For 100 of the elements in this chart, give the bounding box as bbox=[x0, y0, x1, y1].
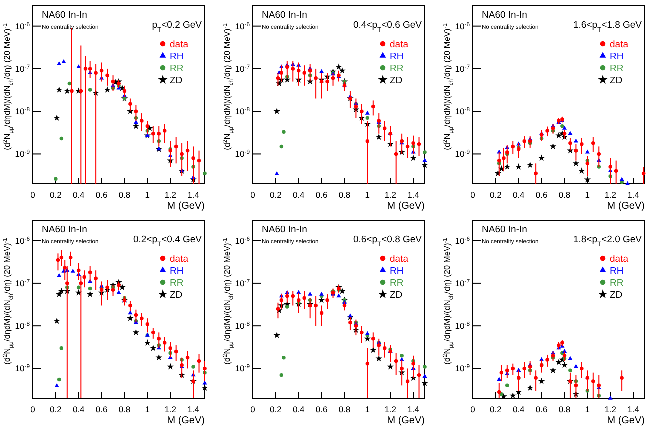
x-tick-label: 0 bbox=[250, 404, 256, 415]
y-tick-label: 10$^{-9}$ bbox=[15, 149, 31, 160]
x-tick-label: 0.8 bbox=[338, 404, 351, 415]
y-tick-label: 10$^{-6}$ bbox=[15, 236, 31, 246]
x-tick-label: 0.2 bbox=[50, 190, 62, 200]
x-tick-label: 0.8 bbox=[338, 190, 351, 200]
x-tick-label: 1.4 bbox=[188, 404, 200, 415]
x-tick-label: 1 bbox=[585, 190, 590, 200]
x-tick-label: 0 bbox=[250, 190, 256, 200]
legend-label: ZD bbox=[610, 290, 623, 301]
x-tick-label: 1.2 bbox=[164, 190, 177, 200]
text: NA60 In-In bbox=[42, 224, 88, 236]
y-tick-label: 10$^{-6}$ bbox=[15, 21, 31, 32]
x-tick-label: 1 bbox=[145, 190, 150, 200]
x-tick-label: 0.2 bbox=[270, 190, 282, 200]
x-tick-label: 1.4 bbox=[408, 404, 420, 415]
y-tick-label: 10$^{-7}$ bbox=[455, 64, 470, 74]
y-tick-label: 10$^{-6}$ bbox=[235, 21, 251, 32]
x-tick-label: 1.4 bbox=[188, 190, 200, 200]
annotation: 0.6<p$_{T}$<0.8 GeV bbox=[353, 234, 423, 248]
legend-label: ZD bbox=[170, 290, 183, 301]
x-tick-label: 1.4 bbox=[628, 404, 640, 415]
legend-label: RR bbox=[610, 278, 624, 289]
x-tick-label: 0.2 bbox=[490, 190, 502, 200]
y-tick-label: 10$^{-6}$ bbox=[455, 236, 471, 246]
x-tick-label: 0.2 bbox=[270, 404, 282, 415]
x-tick-label: 0 bbox=[470, 404, 476, 415]
x-tick-label: 0.4 bbox=[512, 190, 526, 200]
x-tick-label: 0.8 bbox=[118, 190, 131, 200]
x-tick-label: 1.2 bbox=[164, 404, 177, 415]
x-tick-label: 0.2 bbox=[490, 404, 502, 415]
x-tick-label: 0.2 bbox=[50, 404, 62, 415]
legend-label: RR bbox=[610, 64, 624, 74]
y-tick-label: 10$^{-6}$ bbox=[455, 21, 471, 32]
x-tick-label: 0.6 bbox=[96, 190, 108, 200]
x-tick-label: 0.6 bbox=[536, 404, 548, 415]
x-tick-label: 1 bbox=[365, 190, 370, 200]
x-tick-label: 0.4 bbox=[72, 190, 86, 200]
annotation: p$_{T}$<0.2 GeV bbox=[152, 20, 203, 34]
x-tick-label: 1.4 bbox=[408, 190, 420, 200]
y-tick-label: 10$^{-9}$ bbox=[235, 149, 251, 160]
y-tick-label: 10$^{-8}$ bbox=[15, 106, 31, 117]
text: NA60 In-In bbox=[482, 224, 528, 236]
y-tick-label: 10$^{-9}$ bbox=[455, 149, 471, 160]
annotation: 0.4<p$_{T}$<0.6 GeV bbox=[353, 20, 423, 34]
y-tick-label: 10$^{-8}$ bbox=[455, 321, 471, 332]
x-tick-label: 0.8 bbox=[118, 404, 131, 415]
x-tick-label: 0.4 bbox=[512, 404, 526, 415]
legend-label: data bbox=[610, 254, 630, 265]
legend-label: RH bbox=[170, 52, 184, 62]
y-tick-label: 10$^{-9}$ bbox=[455, 364, 471, 374]
y-tick-label: 10$^{-7}$ bbox=[235, 278, 250, 288]
x-tick-label: 0 bbox=[30, 404, 36, 415]
legend-label: RR bbox=[170, 64, 184, 74]
annotation: 0.2<p$_{T}$<0.4 GeV bbox=[133, 234, 203, 248]
x-tick-label: 1.2 bbox=[384, 404, 397, 415]
legend-label: RH bbox=[610, 52, 624, 62]
x-axis-title: M (GeV) bbox=[167, 416, 205, 426]
x-tick-label: 0 bbox=[470, 190, 476, 200]
legend-label: RH bbox=[610, 266, 624, 277]
x-tick-label: 0.8 bbox=[558, 404, 571, 415]
x-tick-label: 1.2 bbox=[604, 190, 617, 200]
x-axis-title: M (GeV) bbox=[167, 201, 205, 212]
x-tick-label: 0.8 bbox=[558, 190, 571, 200]
x-tick-label: 0.6 bbox=[316, 190, 328, 200]
x-axis-title: M (GeV) bbox=[607, 416, 645, 426]
x-tick-label: 0.6 bbox=[316, 404, 328, 415]
y-tick-label: 10$^{-9}$ bbox=[235, 364, 251, 374]
text: NA60 In-In bbox=[42, 10, 88, 21]
legend-label: ZD bbox=[170, 76, 183, 86]
x-axis-title: M (GeV) bbox=[387, 201, 425, 212]
annotation: 1.8<p$_{T}$<2.0 GeV bbox=[573, 234, 643, 248]
x-tick-label: 1.2 bbox=[604, 404, 617, 415]
x-tick-label: 1.2 bbox=[384, 190, 397, 200]
y-tick-label: 10$^{-7}$ bbox=[455, 278, 470, 288]
y-tick-label: 10$^{-8}$ bbox=[15, 321, 31, 332]
y-tick-label: 10$^{-7}$ bbox=[15, 64, 30, 74]
legend-label: ZD bbox=[390, 76, 403, 86]
x-tick-label: 0.4 bbox=[292, 190, 306, 200]
x-axis-title: M (GeV) bbox=[387, 416, 425, 426]
y-tick-label: 10$^{-7}$ bbox=[15, 278, 30, 288]
x-tick-label: 0 bbox=[30, 190, 36, 200]
y-tick-label: 10$^{-8}$ bbox=[235, 321, 251, 332]
x-tick-label: 0.6 bbox=[96, 404, 108, 415]
legend-label: RR bbox=[390, 278, 404, 289]
text: NA60 In-In bbox=[262, 224, 308, 236]
legend-label: data bbox=[390, 40, 410, 50]
annotation: 1.6<p$_{T}$<1.8 GeV bbox=[573, 20, 643, 34]
y-tick-label: 10$^{-8}$ bbox=[455, 106, 471, 117]
x-tick-label: 0.6 bbox=[536, 190, 548, 200]
legend-label: RH bbox=[390, 52, 404, 62]
x-axis-title: M (GeV) bbox=[607, 201, 645, 212]
legend-label: RR bbox=[170, 278, 184, 289]
y-tick-label: 10$^{-9}$ bbox=[15, 364, 31, 374]
legend-label: RR bbox=[390, 64, 404, 74]
y-tick-label: 10$^{-8}$ bbox=[235, 106, 251, 117]
legend-label: ZD bbox=[390, 290, 403, 301]
x-tick-label: 0.4 bbox=[72, 404, 86, 415]
x-tick-label: 1.4 bbox=[628, 190, 640, 200]
x-tick-label: 1 bbox=[365, 404, 370, 415]
